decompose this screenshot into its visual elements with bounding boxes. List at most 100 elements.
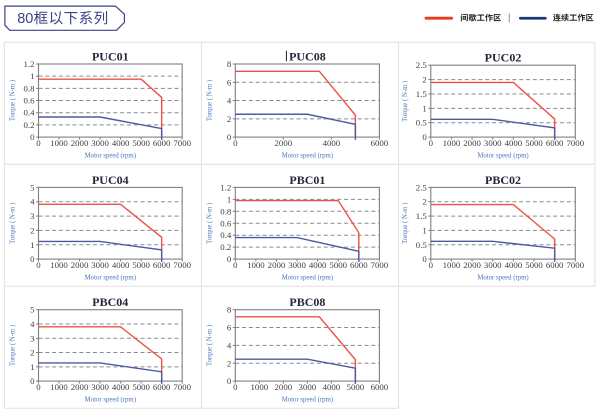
svg-text:0: 0 xyxy=(36,138,41,148)
svg-text:0.8: 0.8 xyxy=(220,206,232,216)
svg-text:8: 8 xyxy=(227,305,232,315)
svg-text:6000: 6000 xyxy=(350,260,368,270)
svg-text:7000: 7000 xyxy=(173,260,191,270)
svg-text:6000: 6000 xyxy=(153,138,171,148)
svg-text:1000: 1000 xyxy=(443,138,461,148)
svg-text:80: 80 xyxy=(17,11,33,27)
svg-text:3: 3 xyxy=(30,333,35,343)
svg-text:2000: 2000 xyxy=(463,260,481,270)
svg-text:PUC04: PUC04 xyxy=(92,173,129,187)
svg-text:2: 2 xyxy=(30,348,34,358)
svg-text:1.2: 1.2 xyxy=(220,182,231,192)
svg-text:2: 2 xyxy=(422,197,426,207)
svg-text:1: 1 xyxy=(30,362,34,372)
svg-text:Motor speed (rpm): Motor speed (rpm) xyxy=(85,153,136,160)
svg-text:0: 0 xyxy=(429,260,434,270)
svg-text:0: 0 xyxy=(429,138,434,148)
svg-text:PUC02: PUC02 xyxy=(485,51,522,65)
svg-text:0.6: 0.6 xyxy=(220,218,232,228)
svg-text:2000: 2000 xyxy=(71,138,89,148)
svg-text:1: 1 xyxy=(422,225,426,235)
svg-text:1.2: 1.2 xyxy=(24,59,35,69)
svg-text:3000: 3000 xyxy=(91,382,109,392)
svg-text:Motor speed (rpm): Motor speed (rpm) xyxy=(282,153,333,160)
svg-text:Torque ( N-m ): Torque ( N-m ) xyxy=(402,203,409,244)
svg-text:Torque ( N-m ): Torque ( N-m ) xyxy=(10,203,17,244)
svg-text:5000: 5000 xyxy=(132,382,150,392)
svg-text:4000: 4000 xyxy=(112,260,130,270)
svg-text:1: 1 xyxy=(30,240,34,250)
svg-text:Motor speed (rpm): Motor speed (rpm) xyxy=(282,397,333,404)
svg-text:0: 0 xyxy=(233,382,238,392)
svg-text:6000: 6000 xyxy=(371,382,389,392)
svg-text:4000: 4000 xyxy=(323,382,341,392)
svg-text:1000: 1000 xyxy=(50,382,68,392)
svg-text:2: 2 xyxy=(422,75,426,85)
svg-text:4000: 4000 xyxy=(309,260,327,270)
svg-text:3000: 3000 xyxy=(299,382,317,392)
svg-text:4: 4 xyxy=(227,96,232,106)
svg-text:6000: 6000 xyxy=(371,138,389,148)
svg-text:PUC01: PUC01 xyxy=(92,50,129,64)
svg-text:0.4: 0.4 xyxy=(220,230,232,240)
svg-text:PBC02: PBC02 xyxy=(485,173,521,187)
svg-text:Motor speed (rpm): Motor speed (rpm) xyxy=(85,397,136,404)
svg-text:4000: 4000 xyxy=(505,138,523,148)
svg-text:7000: 7000 xyxy=(567,138,585,148)
svg-text:0.2: 0.2 xyxy=(220,242,231,252)
svg-text:5000: 5000 xyxy=(132,138,150,148)
svg-text:1000: 1000 xyxy=(247,260,265,270)
svg-text:0: 0 xyxy=(30,132,35,142)
svg-text:7000: 7000 xyxy=(567,260,585,270)
svg-text:Motor speed (rpm): Motor speed (rpm) xyxy=(477,153,528,160)
svg-text:0: 0 xyxy=(227,254,232,264)
svg-text:4: 4 xyxy=(30,319,35,329)
svg-text:PBC04: PBC04 xyxy=(92,295,128,309)
svg-text:8: 8 xyxy=(227,59,232,69)
svg-text:4: 4 xyxy=(30,197,35,207)
svg-text:3000: 3000 xyxy=(288,260,306,270)
svg-text:5: 5 xyxy=(30,182,35,192)
svg-text:1000: 1000 xyxy=(50,260,68,270)
svg-text:2000: 2000 xyxy=(71,260,89,270)
svg-text:4000: 4000 xyxy=(112,138,130,148)
svg-text:2000: 2000 xyxy=(71,382,89,392)
svg-text:6000: 6000 xyxy=(153,260,171,270)
svg-text:Torque ( N-m ): Torque ( N-m ) xyxy=(206,325,213,366)
svg-text:5000: 5000 xyxy=(132,260,150,270)
svg-text:7000: 7000 xyxy=(173,382,191,392)
svg-text:Motor speed (rpm): Motor speed (rpm) xyxy=(282,275,333,282)
svg-text:Torque ( N-m ): Torque ( N-m ) xyxy=(402,81,409,122)
svg-text:0.4: 0.4 xyxy=(24,108,36,118)
svg-text:Torque ( N-m ): Torque ( N-m ) xyxy=(206,80,213,121)
svg-text:PBC01: PBC01 xyxy=(289,173,325,187)
svg-text:6000: 6000 xyxy=(546,260,564,270)
svg-text:5000: 5000 xyxy=(329,260,347,270)
svg-text:5000: 5000 xyxy=(525,138,543,148)
svg-text:1: 1 xyxy=(227,194,231,204)
svg-text:0: 0 xyxy=(233,138,238,148)
svg-text:3000: 3000 xyxy=(91,138,109,148)
svg-text:0: 0 xyxy=(30,254,35,264)
svg-text:0.8: 0.8 xyxy=(24,83,36,93)
svg-text:0: 0 xyxy=(227,132,232,142)
svg-text:4000: 4000 xyxy=(112,382,130,392)
svg-text:2.5: 2.5 xyxy=(416,60,428,70)
svg-text:PBC08: PBC08 xyxy=(289,295,325,309)
svg-text:Torque ( N-m ): Torque ( N-m ) xyxy=(10,80,17,121)
svg-text:1000: 1000 xyxy=(443,260,461,270)
svg-text:1.5: 1.5 xyxy=(416,211,428,221)
svg-text:5000: 5000 xyxy=(525,260,543,270)
svg-text:2.5: 2.5 xyxy=(416,182,428,192)
svg-text:0: 0 xyxy=(422,254,427,264)
svg-text:Motor speed (rpm): Motor speed (rpm) xyxy=(477,275,528,282)
svg-text:Torque ( N-m ): Torque ( N-m ) xyxy=(10,325,17,366)
svg-text:2000: 2000 xyxy=(268,260,286,270)
svg-text:2: 2 xyxy=(227,114,231,124)
svg-text:Motor speed (rpm): Motor speed (rpm) xyxy=(85,275,136,282)
svg-text:1000: 1000 xyxy=(50,138,68,148)
svg-text:4000: 4000 xyxy=(323,138,341,148)
svg-text:6: 6 xyxy=(227,77,232,87)
svg-text:3: 3 xyxy=(30,211,35,221)
svg-text:7000: 7000 xyxy=(173,138,191,148)
